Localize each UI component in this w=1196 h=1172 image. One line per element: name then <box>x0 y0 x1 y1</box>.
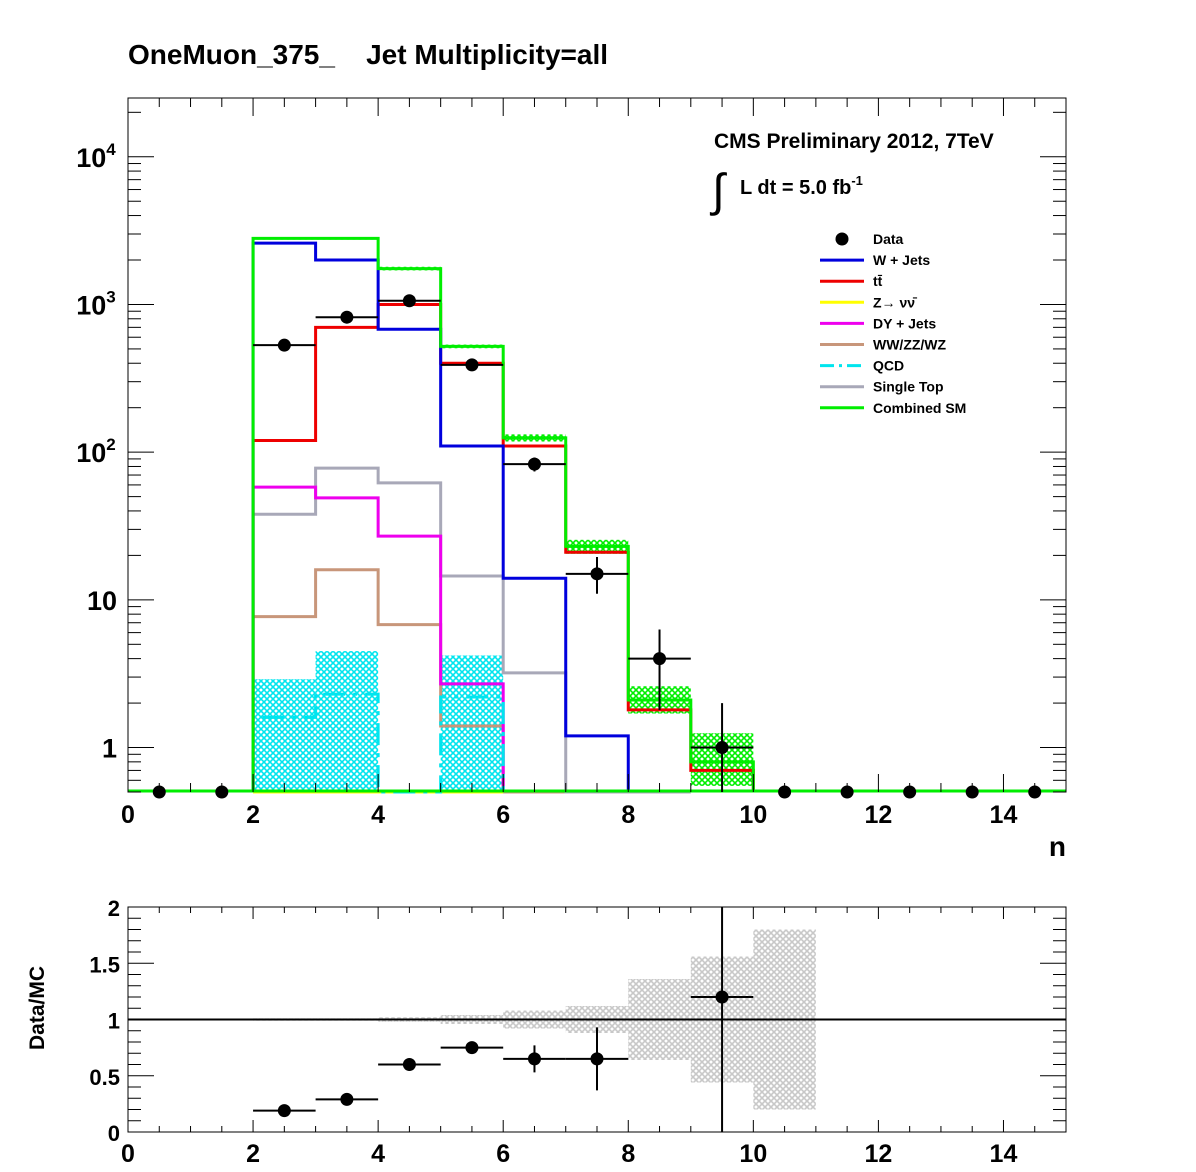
data-point <box>402 294 416 308</box>
main-x-tick-label: 10 <box>739 801 767 829</box>
main-y-tick-label: 103 <box>76 287 116 320</box>
main-y-tick-base: 10 <box>76 290 106 320</box>
legend-marker-data <box>835 232 849 246</box>
ratio-point <box>527 1052 541 1066</box>
main-y-tick-label: 104 <box>76 140 116 173</box>
main-x-axis: 0 2 4 6 8 10 12 14 <box>121 98 1067 829</box>
ratio-y-axis: 0 0.5 1 1.5 2 <box>89 896 1066 1146</box>
ratio-point <box>465 1041 479 1055</box>
legend-label-wjets: W + Jets <box>873 252 930 268</box>
ratio-x-tick-label: 10 <box>739 1140 767 1168</box>
ratio-x-tick-label: 2 <box>246 1140 260 1168</box>
data-point <box>590 567 604 581</box>
main-x-tick-label: 6 <box>496 801 510 829</box>
dyjets-line <box>251 485 505 792</box>
data-points <box>152 294 1042 799</box>
qcd-band-bin-3 <box>315 651 379 792</box>
main-y-tick-label: 1 <box>102 734 117 764</box>
data-point <box>465 358 479 372</box>
legend-label-combined: Combined SM <box>873 400 966 416</box>
legend-label-data: Data <box>873 231 904 247</box>
integral-symbol: ∫ <box>709 164 727 216</box>
ratio-point <box>277 1104 291 1118</box>
ratio-points <box>253 907 754 1132</box>
ratio-y-tick-label: 1.5 <box>89 952 120 977</box>
ratio-x-tick-label: 14 <box>990 1140 1018 1168</box>
qcd-band-bin-5 <box>440 655 504 792</box>
legend-label-znunu: Z→ νν̄ <box>873 294 918 310</box>
legend-label-ttbar: tt̄ <box>873 273 883 289</box>
luminosity-exponent: -1 <box>851 173 863 188</box>
data-point <box>527 457 541 471</box>
main-y-tick-exp: 2 <box>106 435 115 454</box>
legend-label-qcd: QCD <box>873 358 904 374</box>
ratio-x-tick-label: 4 <box>371 1140 385 1168</box>
ratio-x-axis: 0 2 4 6 8 10 12 14 <box>121 907 1067 1168</box>
main-y-tick-base: 10 <box>76 143 106 173</box>
ratio-x-tick-label: 8 <box>621 1140 635 1168</box>
main-y-tick-label: 10 <box>87 586 117 616</box>
main-plot-frame <box>127 97 1067 793</box>
singletop-line <box>251 466 691 794</box>
main-x-tick-label: 12 <box>864 801 892 829</box>
wjets-line <box>251 241 630 792</box>
qcd-band-bin-2 <box>253 679 316 792</box>
ratio-x-tick-label: 12 <box>864 1140 892 1168</box>
legend-label-diboson: WW/ZZ/WZ <box>873 337 947 353</box>
ratio-y-tick-label: 1 <box>108 1009 120 1034</box>
ratio-point <box>590 1052 604 1066</box>
ratio-panel: 0 2 4 6 8 10 12 14 0 0.5 1 1.5 2 Data/MC <box>26 896 1067 1168</box>
ratio-point <box>402 1058 416 1071</box>
data-point <box>715 741 729 755</box>
main-x-tick-label: 14 <box>990 801 1018 829</box>
combined-line <box>251 236 755 792</box>
legend-label-singletop: Single Top <box>873 379 944 395</box>
ratio-x-tick-label: 0 <box>121 1140 135 1168</box>
luminosity-text: L dt = 5.0 fb <box>740 177 851 199</box>
experiment-label: CMS Preliminary 2012, 7TeV <box>714 130 994 153</box>
ratio-y-tick-label: 0 <box>108 1121 120 1146</box>
ratio-y-tick-label: 2 <box>108 896 120 921</box>
qcd-line <box>251 692 505 794</box>
main-y-tick-exp: 4 <box>106 140 116 159</box>
legend-label-dyjets: DY + Jets <box>873 315 936 331</box>
main-x-tick-label: 0 <box>121 801 135 829</box>
main-y-tick-base: 10 <box>76 438 106 468</box>
main-x-tick-label: 8 <box>621 801 635 829</box>
data-point <box>277 338 291 352</box>
ratio-y-tick-label: 0.5 <box>89 1065 120 1090</box>
ratio-point <box>715 990 729 1004</box>
data-point <box>653 652 667 666</box>
legend: Data W + Jets tt̄ Z→ νν̄ DY + Jets WW/ZZ/WZ QC… <box>820 231 966 416</box>
chart-title: OneMuon_375_ Jet Multiplicity=all <box>128 39 608 70</box>
data-point <box>340 310 354 324</box>
ratio-point <box>340 1092 354 1106</box>
luminosity-label: L dt = 5.0 fb-1 <box>740 173 863 199</box>
main-y-tick-exp: 3 <box>106 287 115 306</box>
main-x-axis-label: n <box>1049 831 1066 862</box>
ratio-x-tick-label: 6 <box>496 1140 510 1168</box>
ratio-y-axis-label: Data/MC <box>26 966 49 1050</box>
main-x-tick-label: 2 <box>246 801 260 829</box>
main-x-tick-label: 4 <box>371 801 385 829</box>
main-y-tick-label: 102 <box>76 435 116 468</box>
